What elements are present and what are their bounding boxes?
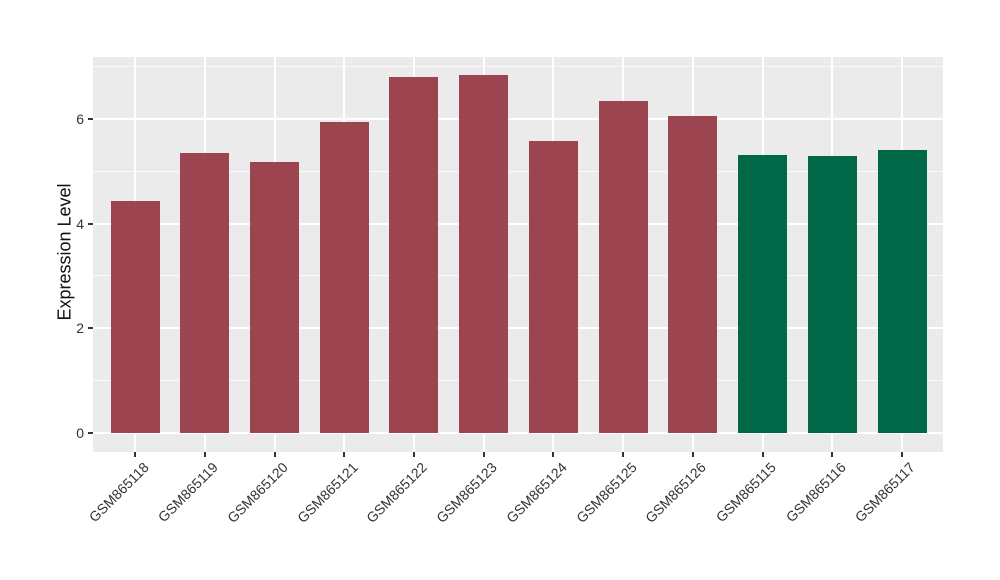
gridline-horizontal-minor bbox=[93, 379, 943, 381]
x-tick-label-text: GSM865115 bbox=[712, 459, 779, 526]
x-tick-label-text: GSM865122 bbox=[363, 459, 431, 526]
gridline-horizontal-major bbox=[93, 431, 943, 434]
x-tick-label-text: GSM865126 bbox=[642, 459, 710, 526]
y-axis-tick bbox=[88, 117, 93, 120]
x-axis-tick bbox=[901, 452, 904, 457]
x-axis-tick bbox=[552, 452, 555, 457]
x-tick-label-text: GSM865124 bbox=[502, 459, 570, 526]
x-axis-tick bbox=[482, 452, 485, 457]
y-tick-label: 4 bbox=[76, 215, 84, 232]
gridline-horizontal-major bbox=[93, 117, 943, 120]
gridline-horizontal-major bbox=[93, 327, 943, 330]
x-tick-label-text: GSM865117 bbox=[852, 459, 919, 526]
x-tick-label-text: GSM865125 bbox=[572, 459, 640, 526]
x-axis-tick bbox=[412, 452, 415, 457]
y-axis-tick bbox=[88, 327, 93, 330]
x-tick-label-text: GSM865123 bbox=[433, 459, 501, 526]
x-axis-tick bbox=[691, 452, 694, 457]
x-axis-tick bbox=[203, 452, 206, 457]
x-axis-tick bbox=[831, 452, 834, 457]
bar-GSM865126 bbox=[668, 115, 718, 433]
bar-GSM865115 bbox=[738, 155, 788, 433]
x-axis-tick bbox=[761, 452, 764, 457]
y-axis-tick bbox=[88, 431, 93, 434]
bar-GSM865122 bbox=[389, 77, 439, 433]
y-tick-label: 6 bbox=[76, 110, 84, 127]
y-axis-title: Expression Level bbox=[54, 183, 75, 321]
bar-GSM865121 bbox=[319, 122, 369, 433]
x-tick-label-text: GSM865119 bbox=[154, 459, 222, 526]
bar-GSM865116 bbox=[807, 156, 857, 433]
gridline-horizontal-minor bbox=[93, 170, 943, 172]
gridline-horizontal-minor bbox=[93, 275, 943, 277]
bar-GSM865119 bbox=[180, 153, 230, 433]
x-tick-label-text: GSM865118 bbox=[85, 459, 152, 526]
x-axis-tick bbox=[273, 452, 276, 457]
plot-panel bbox=[93, 57, 943, 452]
y-tick-label: 0 bbox=[76, 424, 84, 441]
bar-GSM865120 bbox=[250, 162, 300, 433]
gridline-horizontal-major bbox=[93, 222, 943, 225]
bar-GSM865123 bbox=[459, 75, 509, 433]
y-tick-label: 2 bbox=[76, 320, 84, 337]
x-axis-tick bbox=[343, 452, 346, 457]
x-tick-label-text: GSM865121 bbox=[293, 459, 361, 526]
bar-GSM865125 bbox=[598, 100, 648, 433]
x-tick-label-text: GSM865120 bbox=[223, 459, 291, 526]
y-axis-tick bbox=[88, 222, 93, 225]
x-axis-tick bbox=[134, 452, 137, 457]
bar-GSM865124 bbox=[528, 141, 578, 433]
gridline-horizontal-minor bbox=[93, 66, 943, 68]
bar-GSM865118 bbox=[110, 200, 160, 433]
x-axis-tick bbox=[622, 452, 625, 457]
bar-GSM865117 bbox=[877, 149, 927, 433]
x-tick-label-text: GSM865116 bbox=[782, 459, 849, 526]
